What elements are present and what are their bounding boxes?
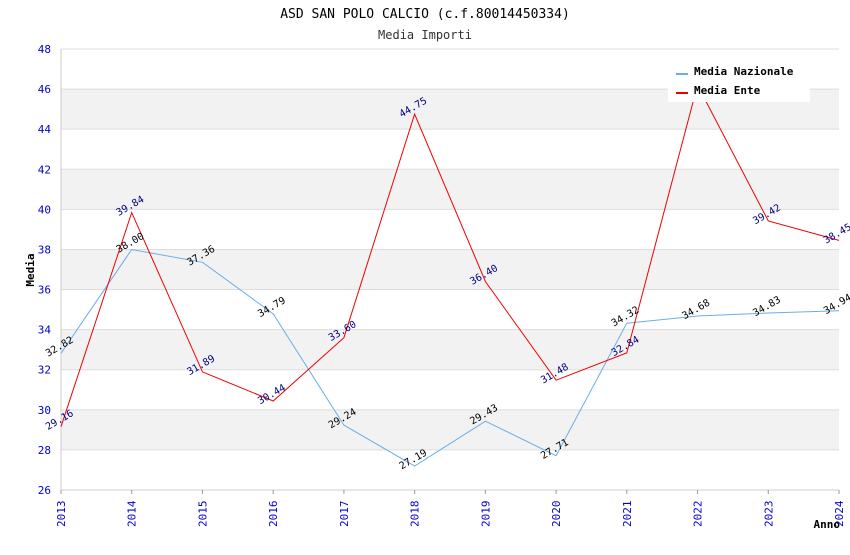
y-tick-label: 28 xyxy=(38,444,51,457)
x-tick-label: 2013 xyxy=(55,501,68,528)
x-tick-label: 2018 xyxy=(409,501,422,528)
plot-band xyxy=(61,369,839,410)
y-tick-label: 44 xyxy=(38,123,52,136)
plot-band xyxy=(61,209,839,250)
plot-band xyxy=(61,289,839,330)
plot-band xyxy=(61,249,839,290)
x-tick-label: 2024 xyxy=(833,500,846,527)
plot-band xyxy=(61,449,839,490)
grid-lines xyxy=(61,48,839,491)
y-tick-label: 36 xyxy=(38,284,51,297)
y-tick-label: 42 xyxy=(38,163,51,176)
plot-band xyxy=(61,329,839,370)
y-tick-label: 32 xyxy=(38,364,51,377)
series-line-media-ente xyxy=(60,83,840,427)
y-tick-label: 46 xyxy=(38,83,51,96)
x-tick-label: 2015 xyxy=(196,501,209,528)
x-tick-label: 2019 xyxy=(479,501,492,528)
axes xyxy=(60,49,840,494)
plot-background xyxy=(61,49,839,490)
y-tick-label: 34 xyxy=(38,324,52,337)
plot-band xyxy=(61,129,839,170)
x-tick-labels: 2013 2014 2015 2016 2017 2018 2019 2020 2021 2022… xyxy=(55,500,846,527)
series-line-media-nazionale xyxy=(60,248,840,467)
plot-band xyxy=(61,169,839,210)
legend: Media Nazionale Media Ente xyxy=(668,60,810,102)
chart-subtitle: Media Importi xyxy=(378,28,472,42)
legend-entry-media-ente: Media Ente xyxy=(694,84,761,97)
y-tick-label: 30 xyxy=(38,404,51,417)
x-tick-label: 2014 xyxy=(126,500,139,527)
legend-entry-media-nazionale: Media Nazionale xyxy=(694,65,794,78)
x-tick-label: 2016 xyxy=(267,501,280,528)
y-tick-label: 40 xyxy=(38,203,51,216)
x-axis-label: Anno xyxy=(814,518,841,531)
x-tick-label: 2023 xyxy=(762,501,775,528)
y-axis-label: Media xyxy=(24,253,37,286)
x-tick-label: 2022 xyxy=(692,501,705,528)
x-tick-label: 2020 xyxy=(550,501,563,528)
x-tick-label: 2017 xyxy=(338,501,351,528)
x-tick-label: 2021 xyxy=(621,501,634,528)
chart-title: ASD SAN POLO CALCIO (c.f.80014450334) xyxy=(280,7,570,22)
y-tick-label: 26 xyxy=(38,484,51,497)
y-tick-label: 38 xyxy=(38,243,51,256)
legend-box xyxy=(668,60,810,102)
series-lines xyxy=(60,83,840,467)
y-tick-label: 48 xyxy=(38,43,51,56)
y-tick-labels: 26 28 30 32 34 36 38 40 42 44 46 48 xyxy=(38,43,52,497)
